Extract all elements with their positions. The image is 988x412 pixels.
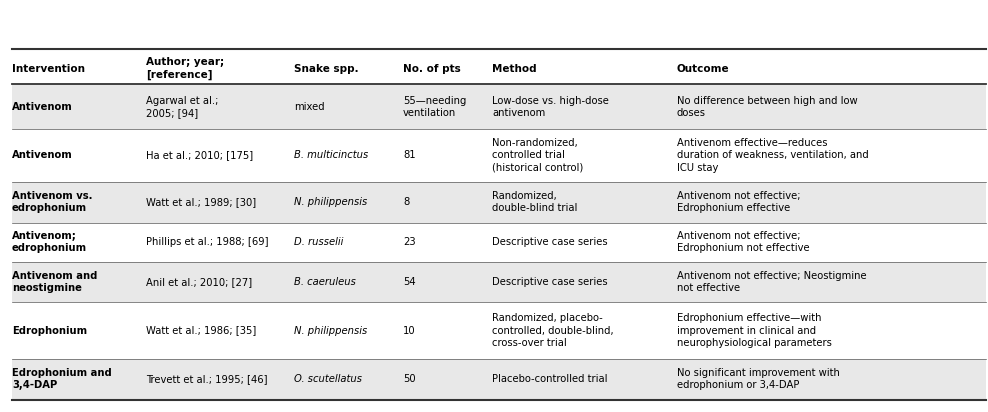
Text: Antivenom effective—reduces
duration of weakness, ventilation, and
ICU stay: Antivenom effective—reduces duration of … [677, 138, 868, 173]
Text: Phillips et al.; 1988; [69]: Phillips et al.; 1988; [69] [146, 237, 269, 247]
Text: Non-randomized,
controlled trial
(historical control): Non-randomized, controlled trial (histor… [492, 138, 583, 173]
Text: Randomized,
double-blind trial: Randomized, double-blind trial [492, 191, 577, 213]
Text: Antivenom and
neostigmine: Antivenom and neostigmine [12, 271, 97, 293]
Text: No significant improvement with
edrophonium or 3,4-DAP: No significant improvement with edrophon… [677, 368, 840, 391]
Text: Randomized, placebo-
controlled, double-blind,
cross-over trial: Randomized, placebo- controlled, double-… [492, 313, 614, 348]
Text: N. philippensis: N. philippensis [294, 197, 368, 207]
Text: 10: 10 [403, 325, 416, 335]
Text: 8: 8 [403, 197, 409, 207]
Text: Ha et al.; 2010; [175]: Ha et al.; 2010; [175] [146, 150, 253, 160]
Text: O. scutellatus: O. scutellatus [294, 374, 363, 384]
Text: No difference between high and low
doses: No difference between high and low doses [677, 96, 858, 118]
Text: 50: 50 [403, 374, 416, 384]
Text: Author; year;
[reference]: Author; year; [reference] [146, 57, 224, 80]
Text: B. caeruleus: B. caeruleus [294, 277, 357, 287]
Text: Low-dose vs. high-dose
antivenom: Low-dose vs. high-dose antivenom [492, 96, 609, 118]
Bar [12, 129, 986, 182]
Text: Antivenom vs.
edrophonium: Antivenom vs. edrophonium [12, 191, 92, 213]
Text: Antivenom not effective; Neostigmine
not effective: Antivenom not effective; Neostigmine not… [677, 271, 866, 293]
Text: Edrophonium: Edrophonium [12, 325, 87, 335]
Text: Descriptive case series: Descriptive case series [492, 237, 608, 247]
Text: Antivenom: Antivenom [12, 150, 72, 160]
Text: Placebo-controlled trial: Placebo-controlled trial [492, 374, 608, 384]
Text: Antivenom: Antivenom [12, 102, 72, 112]
Text: Edrophonium and
3,4-DAP: Edrophonium and 3,4-DAP [12, 368, 112, 391]
Text: Trevett et al.; 1995; [46]: Trevett et al.; 1995; [46] [146, 374, 268, 384]
Bar [12, 182, 986, 222]
Bar [12, 262, 986, 302]
Text: Outcome: Outcome [677, 64, 729, 74]
Text: 23: 23 [403, 237, 416, 247]
Text: mixed: mixed [294, 102, 325, 112]
Text: B. multicinctus: B. multicinctus [294, 150, 369, 160]
Text: Intervention: Intervention [12, 64, 85, 74]
Text: Antivenom not effective;
Edrophonium effective: Antivenom not effective; Edrophonium eff… [677, 191, 800, 213]
Text: Watt et al.; 1989; [30]: Watt et al.; 1989; [30] [146, 197, 256, 207]
Text: Antivenom;
edrophonium: Antivenom; edrophonium [12, 231, 87, 253]
Text: D. russelii: D. russelii [294, 237, 344, 247]
Text: Edrophonium effective—with
improvement in clinical and
neurophysiological parame: Edrophonium effective—with improvement i… [677, 313, 832, 348]
Text: Descriptive case series: Descriptive case series [492, 277, 608, 287]
Bar [12, 84, 986, 129]
Text: 54: 54 [403, 277, 416, 287]
Text: Watt et al.; 1986; [35]: Watt et al.; 1986; [35] [146, 325, 257, 335]
Text: No. of pts: No. of pts [403, 64, 460, 74]
Text: 55—needing
ventilation: 55—needing ventilation [403, 96, 466, 118]
Text: Agarwal et al.;
2005; [94]: Agarwal et al.; 2005; [94] [146, 96, 218, 118]
Text: N. philippensis: N. philippensis [294, 325, 368, 335]
Text: 81: 81 [403, 150, 416, 160]
Bar [12, 222, 986, 262]
Text: Snake spp.: Snake spp. [294, 64, 359, 74]
Text: Anil et al.; 2010; [27]: Anil et al.; 2010; [27] [146, 277, 252, 287]
Bar [12, 302, 986, 359]
Bar [12, 359, 986, 400]
Text: Antivenom not effective;
Edrophonium not effective: Antivenom not effective; Edrophonium not… [677, 231, 809, 253]
Text: Method: Method [492, 64, 536, 74]
